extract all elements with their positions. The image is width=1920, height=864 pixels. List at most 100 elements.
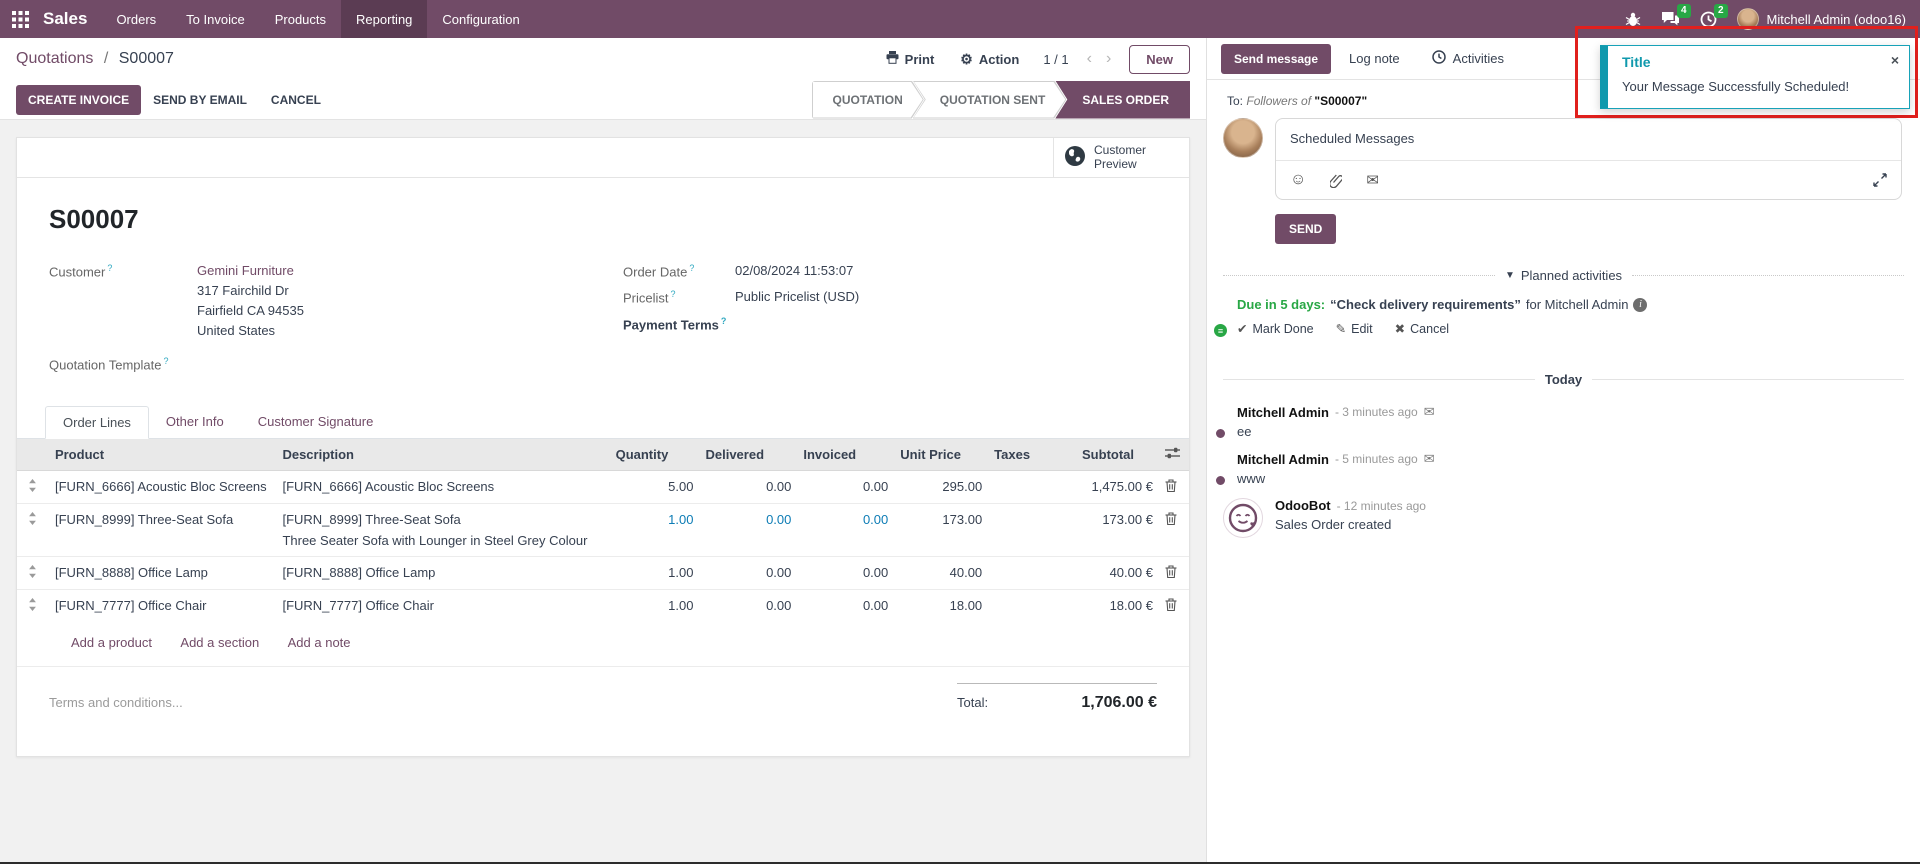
app-name[interactable]: Sales xyxy=(43,9,88,28)
close-icon[interactable]: × xyxy=(1890,52,1899,68)
delete-row-icon[interactable] xyxy=(1165,565,1177,579)
message-item[interactable]: Mitchell Admin - 3 minutes ago ✉ ee xyxy=(1207,395,1920,442)
drag-handle-icon[interactable] xyxy=(28,565,37,579)
col-delivered[interactable]: Delivered xyxy=(699,439,798,472)
expand-composer-icon[interactable] xyxy=(1873,173,1887,187)
form-view-panel: Quotations / S00007 Print ⚙ Action 1 / 1… xyxy=(0,38,1206,864)
x-icon: ✖ xyxy=(1394,322,1406,336)
composer-avatar xyxy=(1223,118,1263,158)
message-time: - 3 minutes ago xyxy=(1334,405,1418,419)
messages-icon[interactable]: 4 xyxy=(1661,4,1691,27)
activity-title: “Check delivery requirements” xyxy=(1330,297,1521,312)
nav-item-to-invoice[interactable]: To Invoice xyxy=(186,11,245,27)
order-date-value[interactable]: 02/08/2024 11:53:07 xyxy=(735,263,854,278)
pager-previous-icon[interactable]: ‹ xyxy=(1086,50,1092,67)
cancel-button[interactable]: CANCEL xyxy=(259,85,333,115)
add-a-product-link[interactable]: Add a product xyxy=(71,635,152,651)
add-line-links: Add a product Add a section Add a note xyxy=(17,622,1189,668)
cell-unit-price: 40.00 xyxy=(894,556,989,590)
breadcrumb-quotations[interactable]: Quotations xyxy=(16,50,94,67)
emoji-icon[interactable]: ☺ xyxy=(1290,171,1307,188)
optional-columns-icon[interactable] xyxy=(1158,439,1189,472)
cell-quantity: 1.00 xyxy=(609,556,700,590)
cell-description: [FURN_7777] Office Chair xyxy=(276,589,610,623)
drag-handle-icon[interactable] xyxy=(28,598,37,612)
total-value: 1,706.00 € xyxy=(1081,694,1157,712)
col-quantity[interactable]: Quantity xyxy=(609,439,700,472)
user-menu[interactable]: Mitchell Admin (odoo16) xyxy=(1736,8,1906,30)
activity-item: ≡ Due in 5 days: “Check delivery require… xyxy=(1207,291,1920,342)
send-message-button[interactable]: Send message xyxy=(1221,43,1332,74)
send-button[interactable]: SEND xyxy=(1275,214,1337,244)
message-time: - 5 minutes ago xyxy=(1334,452,1418,466)
info-icon[interactable]: i xyxy=(1633,297,1648,312)
message-author[interactable]: Mitchell Admin xyxy=(1237,451,1329,467)
cell-subtotal: 173.00 € xyxy=(1076,503,1159,557)
cell-delivered: 0.00 xyxy=(766,479,792,495)
activities-clock-icon[interactable]: 2 xyxy=(1700,3,1728,28)
planned-activities-toggle[interactable]: ▼ Planned activities xyxy=(1504,268,1623,283)
customer-address-line3: United States xyxy=(197,323,276,338)
nav-item-products[interactable]: Products xyxy=(274,11,327,27)
log-note-button[interactable]: Log note xyxy=(1349,51,1400,66)
send-by-email-icon[interactable]: ✉ xyxy=(1366,172,1379,189)
customer-label: Customer? xyxy=(49,263,113,280)
message-item[interactable]: OdooBot - 12 minutes ago Sales Order cre… xyxy=(1207,489,1920,541)
order-reference: S00007 xyxy=(49,204,139,234)
add-a-section-link[interactable]: Add a section xyxy=(180,635,260,651)
breadcrumb-current: S00007 xyxy=(118,50,174,67)
col-description[interactable]: Description xyxy=(276,439,610,472)
delete-row-icon[interactable] xyxy=(1165,512,1177,526)
activity-type-badge-icon: ≡ xyxy=(1212,322,1229,339)
new-button[interactable]: New xyxy=(1129,44,1190,74)
message-author[interactable]: OdooBot xyxy=(1275,498,1331,513)
terms-and-conditions-placeholder[interactable]: Terms and conditions... xyxy=(49,695,183,711)
customer-link[interactable]: Gemini Furniture xyxy=(197,263,294,278)
create-invoice-button[interactable]: CREATE INVOICE xyxy=(16,84,142,115)
add-a-note-link[interactable]: Add a note xyxy=(287,635,351,651)
col-subtotal[interactable]: Subtotal xyxy=(1076,439,1159,472)
edit-activity-button[interactable]: ✎ Edit xyxy=(1335,321,1373,337)
control-panel: Quotations / S00007 Print ⚙ Action 1 / 1… xyxy=(0,38,1206,80)
table-row[interactable]: [FURN_8888] Office Lamp [FURN_8888] Offi… xyxy=(17,556,1189,590)
cell-product: [FURN_6666] Acoustic Bloc Screens xyxy=(54,479,267,495)
apps-grid-icon[interactable] xyxy=(0,0,41,38)
message-author[interactable]: Mitchell Admin xyxy=(1237,404,1329,420)
customer-preview-button[interactable]: Customer Preview xyxy=(1053,138,1189,177)
tab-customer-signature[interactable]: Customer Signature xyxy=(257,414,374,430)
debug-bug-icon[interactable] xyxy=(1625,12,1641,27)
pricelist-value[interactable]: Public Pricelist (USD) xyxy=(735,289,860,305)
status-step-quotation-sent[interactable]: QUOTATION SENT xyxy=(914,82,1066,118)
tab-other-info[interactable]: Other Info xyxy=(165,414,224,430)
table-row[interactable]: [FURN_6666] Acoustic Bloc Screens [FURN_… xyxy=(17,471,1189,504)
col-unit-price[interactable]: Unit Price xyxy=(894,439,989,472)
send-by-email-button[interactable]: SEND BY EMAIL xyxy=(141,85,259,115)
table-row[interactable]: [FURN_8999] Three-Seat Sofa [FURN_8999] … xyxy=(17,503,1189,557)
action-button[interactable]: ⚙ Action xyxy=(960,50,1020,67)
nav-item-configuration[interactable]: Configuration xyxy=(442,11,520,27)
delete-row-icon[interactable] xyxy=(1165,598,1177,612)
activities-button[interactable]: Activities xyxy=(1418,42,1518,75)
nav-item-orders[interactable]: Orders xyxy=(116,11,157,27)
tab-order-lines[interactable]: Order Lines xyxy=(45,406,149,440)
col-product[interactable]: Product xyxy=(48,439,277,472)
total-box: Total: 1,706.00 € xyxy=(957,683,1157,712)
print-button[interactable]: Print xyxy=(878,46,943,72)
col-invoiced[interactable]: Invoiced xyxy=(797,439,895,472)
status-step-sales-order[interactable]: SALES ORDER xyxy=(1056,81,1189,118)
mark-done-button[interactable]: ✔ Mark Done xyxy=(1237,321,1314,337)
activity-due: Due in 5 days: xyxy=(1237,297,1326,312)
nav-item-reporting[interactable]: Reporting xyxy=(341,0,428,38)
drag-handle-icon[interactable] xyxy=(28,479,37,493)
pager-next-icon[interactable]: › xyxy=(1105,50,1112,67)
drag-handle-icon[interactable] xyxy=(28,512,37,526)
cancel-activity-button[interactable]: ✖ Cancel xyxy=(1394,321,1450,337)
attachment-paperclip-icon[interactable] xyxy=(1330,173,1343,188)
table-row[interactable]: [FURN_7777] Office Chair [FURN_7777] Off… xyxy=(17,589,1189,623)
col-taxes[interactable]: Taxes xyxy=(988,439,1077,472)
today-divider: Today xyxy=(1223,372,1905,387)
status-step-quotation[interactable]: QUOTATION xyxy=(813,82,923,118)
message-item[interactable]: Mitchell Admin - 5 minutes ago ✉ www xyxy=(1207,442,1920,489)
delete-row-icon[interactable] xyxy=(1165,479,1177,493)
composer-input[interactable]: Scheduled Messages xyxy=(1276,119,1901,161)
